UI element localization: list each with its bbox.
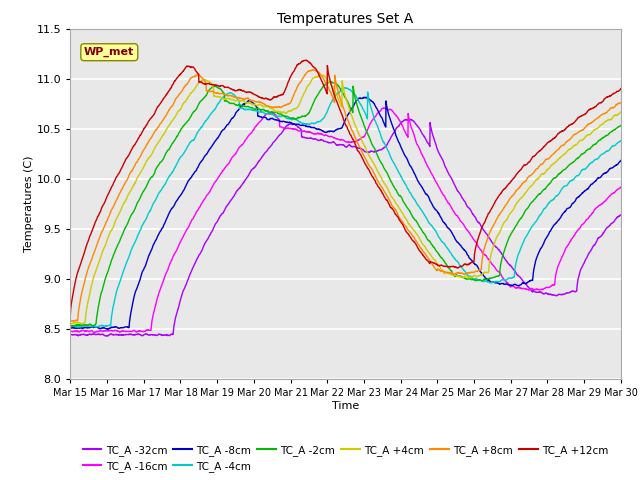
Legend: TC_A -32cm, TC_A -16cm, TC_A -8cm, TC_A -4cm, TC_A -2cm, TC_A +4cm, TC_A +8cm, T: TC_A -32cm, TC_A -16cm, TC_A -8cm, TC_A … [79,441,612,476]
TC_A -16cm [374,110,381,116]
TC_A +12cm [220,84,228,89]
TC_A +12cm [374,183,381,189]
TC_A -16cm [362,131,369,137]
Line: TC_A -32cm: TC_A -32cm [70,119,621,336]
TC_A -4cm [220,94,228,99]
TC_A -8cm [104,326,111,332]
TC_A -8cm [67,325,74,331]
TC_A -32cm [67,332,74,337]
TC_A +12cm [506,180,513,186]
TC_A +8cm [506,196,514,202]
TC_A +8cm [69,319,77,324]
TC_A +8cm [584,122,592,128]
TC_A -32cm [617,212,625,218]
TC_A -32cm [102,333,110,339]
TC_A -2cm [327,79,335,84]
X-axis label: Time: Time [332,401,359,411]
TC_A -32cm [569,288,577,294]
Line: TC_A -2cm: TC_A -2cm [70,82,621,326]
Text: WP_met: WP_met [84,47,134,57]
Line: TC_A +12cm: TC_A +12cm [70,60,621,314]
TC_A -2cm [67,323,74,328]
TC_A +4cm [506,211,514,216]
TC_A -4cm [340,85,348,91]
TC_A -16cm [617,184,625,190]
TC_A -16cm [90,330,98,336]
TC_A +4cm [316,72,324,78]
TC_A +4cm [617,109,625,115]
TC_A -16cm [220,167,228,172]
TC_A +8cm [569,133,577,139]
TC_A -8cm [617,157,625,163]
TC_A -32cm [406,116,414,122]
TC_A +4cm [220,96,228,102]
TC_A +12cm [617,86,625,92]
TC_A +4cm [569,144,577,150]
TC_A -8cm [362,95,369,101]
TC_A -16cm [569,235,577,241]
TC_A +8cm [362,156,370,162]
TC_A +4cm [584,132,592,138]
TC_A +8cm [374,178,381,184]
TC_A -4cm [584,163,592,169]
TC_A -8cm [569,201,577,206]
TC_A +12cm [584,108,591,114]
TC_A -2cm [362,127,370,133]
Line: TC_A -8cm: TC_A -8cm [70,97,621,329]
TC_A -32cm [374,148,381,154]
TC_A -2cm [569,160,577,166]
TC_A -16cm [380,105,388,111]
TC_A -4cm [617,138,625,144]
TC_A -16cm [584,216,592,221]
TC_A +4cm [362,146,370,152]
TC_A +8cm [220,91,228,97]
Line: TC_A +4cm: TC_A +4cm [70,75,621,324]
Line: TC_A +8cm: TC_A +8cm [70,70,621,322]
TC_A -4cm [67,323,74,329]
TC_A +12cm [303,57,310,63]
TC_A +12cm [67,311,74,317]
TC_A +8cm [617,100,625,106]
TC_A +4cm [374,168,381,174]
TC_A +12cm [362,162,369,168]
TC_A -2cm [506,233,514,239]
TC_A -2cm [220,91,228,96]
TC_A -4cm [374,124,381,130]
TC_A -16cm [67,328,74,334]
TC_A -4cm [506,275,514,281]
TC_A -8cm [584,186,592,192]
Y-axis label: Temperatures (C): Temperatures (C) [24,156,34,252]
TC_A +4cm [67,321,74,326]
TC_A -16cm [506,283,514,289]
TC_A -32cm [220,208,228,214]
TC_A -2cm [374,154,381,159]
TC_A -2cm [617,123,625,129]
TC_A +4cm [78,321,86,327]
TC_A -8cm [506,282,514,288]
TC_A -2cm [69,324,77,329]
Line: TC_A -4cm: TC_A -4cm [70,88,621,327]
TC_A -2cm [584,146,592,152]
TC_A -4cm [76,324,84,330]
Title: Temperatures Set A: Temperatures Set A [278,12,413,26]
Line: TC_A -16cm: TC_A -16cm [70,108,621,333]
TC_A -4cm [569,177,577,183]
TC_A -8cm [362,94,370,100]
TC_A -32cm [362,149,369,155]
TC_A -8cm [220,126,228,132]
TC_A +8cm [310,67,317,73]
TC_A -32cm [584,252,592,258]
TC_A -32cm [506,262,514,267]
TC_A +12cm [568,121,576,127]
TC_A -4cm [362,112,370,118]
TC_A +8cm [67,318,74,324]
TC_A -8cm [374,108,381,113]
